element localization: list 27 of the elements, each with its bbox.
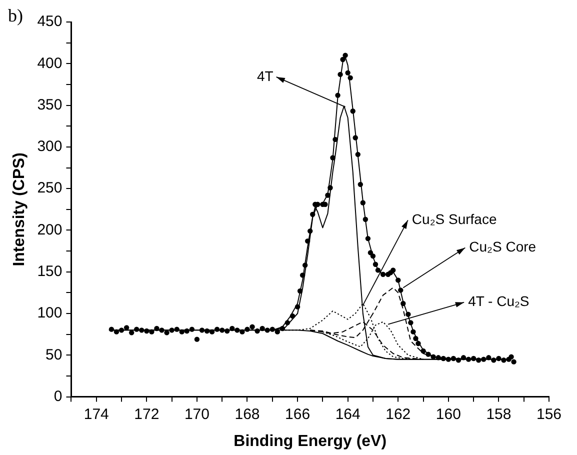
y-axis-title: Intensity (CPS) — [11, 152, 28, 266]
x-tick-label: 162 — [386, 406, 411, 423]
x-tick-label: 156 — [536, 406, 562, 423]
x-axis-title: Binding Energy (eV) — [234, 432, 387, 450]
annotation: 4T - Cu₂S — [468, 293, 530, 310]
x-tick-label: 168 — [234, 406, 260, 423]
annotation: Cu₂S Core — [469, 238, 536, 255]
y-tick-label: 450 — [37, 13, 62, 30]
annotation: Cu₂S Surface — [412, 211, 497, 228]
x-tick-label: 166 — [285, 406, 310, 423]
text: b) — [8, 6, 23, 26]
y-tick-label: 200 — [37, 221, 62, 238]
y-tick-label: 250 — [37, 180, 62, 197]
y-tick-label: 400 — [37, 54, 62, 72]
x-tick-label: 164 — [335, 406, 360, 423]
x-tick-label: 174 — [84, 406, 109, 423]
y-tick-label: 300 — [37, 138, 62, 156]
y-tick-label: 50 — [46, 346, 62, 364]
x-tick-label: 170 — [184, 406, 210, 423]
y-tick-label: 350 — [37, 96, 62, 114]
x-tick-label: 172 — [134, 406, 160, 423]
y-tick-label: 0 — [54, 388, 62, 405]
y-tick-label: 150 — [37, 263, 62, 280]
x-tick-label: 158 — [486, 406, 512, 423]
y-tick-label: 100 — [37, 304, 62, 322]
x-tick-label: 160 — [436, 406, 461, 423]
annotation: 4T — [256, 68, 274, 84]
